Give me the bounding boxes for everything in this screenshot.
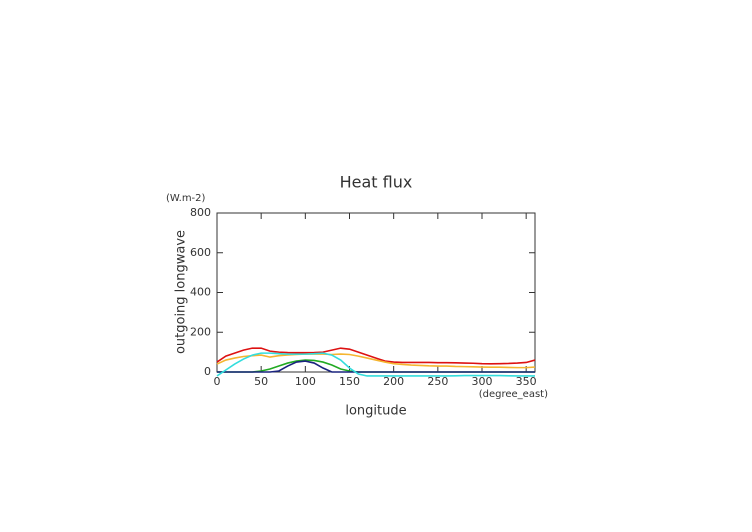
x-units: (degree_east): [479, 389, 548, 400]
x-tick-label: 300: [472, 375, 493, 388]
plot-frame: [216, 212, 536, 373]
chart-title: Heat flux: [340, 173, 413, 192]
x-tick-label: 350: [516, 375, 537, 388]
x-tick-label: 200: [383, 375, 404, 388]
y-tick-label: 200: [190, 325, 211, 338]
x-tick-label: 150: [339, 375, 360, 388]
x-axis-label: longitude: [345, 404, 406, 419]
y-tick-label: 600: [190, 246, 211, 259]
y-units: (W.m-2): [166, 193, 206, 204]
x-tick-label: 100: [295, 375, 316, 388]
x-tick-label: 0: [214, 375, 221, 388]
series-line: [216, 347, 536, 365]
x-tick-label: 250: [427, 375, 448, 388]
y-axis-label: outgoing longwave: [174, 230, 189, 354]
x-tick-label: 50: [254, 375, 268, 388]
y-tick-label: 400: [190, 286, 211, 299]
y-tick-label: 0: [204, 365, 211, 378]
series-line: [217, 360, 535, 373]
series-line: [217, 359, 535, 373]
y-tick-label: 800: [190, 206, 211, 219]
series-line: [216, 353, 536, 369]
series-line: [216, 352, 535, 377]
